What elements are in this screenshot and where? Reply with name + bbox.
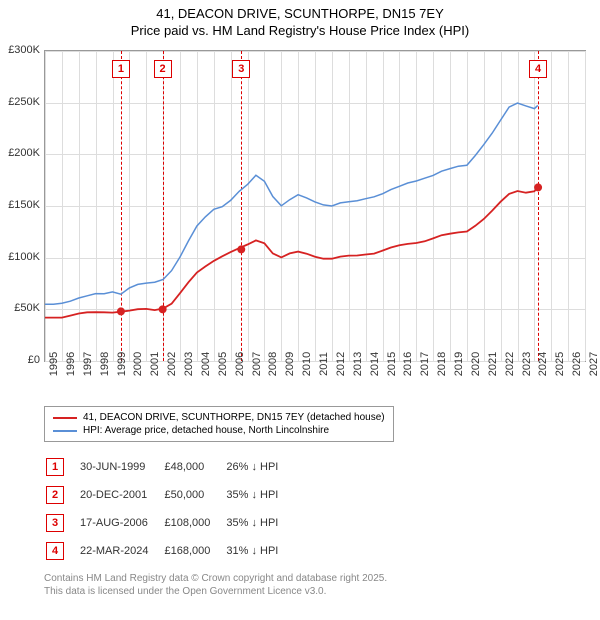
x-tick-label: 2023 [521,352,533,376]
y-tick-label: £150K [2,199,40,211]
event-price: £168,000 [164,538,224,564]
title-line1: 41, DEACON DRIVE, SCUNTHORPE, DN15 7EY [156,6,444,21]
event-marker-box: 3 [232,60,250,78]
y-tick-label: £100K [2,251,40,263]
legend-label: 41, DEACON DRIVE, SCUNTHORPE, DN15 7EY (… [83,412,385,423]
x-tick-label: 2024 [537,352,549,376]
event-marker-box: 2 [154,60,172,78]
x-tick-label: 2005 [217,352,229,376]
marker-point [534,183,542,191]
x-tick-label: 2002 [166,352,178,376]
event-price: £48,000 [164,454,224,480]
x-tick-label: 2014 [369,352,381,376]
gridline-v [585,51,586,361]
plot-svg [45,51,585,361]
event-price: £108,000 [164,510,224,536]
y-tick-label: £50K [2,302,40,314]
legend-row: 41, DEACON DRIVE, SCUNTHORPE, DN15 7EY (… [53,411,385,424]
x-tick-label: 2010 [301,352,313,376]
y-tick-label: £300K [2,44,40,56]
chart-container: 41, DEACON DRIVE, SCUNTHORPE, DN15 7EY P… [0,0,600,620]
y-tick-label: £250K [2,96,40,108]
x-tick-label: 2015 [386,352,398,376]
table-row: 2 20-DEC-2001£50,00035% ↓ HPI [46,482,292,508]
event-price: £50,000 [164,482,224,508]
event-num-box: 4 [46,542,64,560]
event-date: 20-DEC-2001 [80,482,162,508]
marker-point [117,307,125,315]
x-tick-label: 2000 [132,352,144,376]
marker-point [159,305,167,313]
event-diff: 35% ↓ HPI [226,510,292,536]
x-tick-label: 2016 [402,352,414,376]
event-diff: 26% ↓ HPI [226,454,292,480]
legend-row: HPI: Average price, detached house, Nort… [53,424,385,437]
event-num-box: 3 [46,514,64,532]
x-tick-label: 2026 [571,352,583,376]
x-tick-label: 1998 [99,352,111,376]
x-tick-label: 1995 [48,352,60,376]
series-hpi [45,103,538,304]
event-diff: 31% ↓ HPI [226,538,292,564]
x-tick-label: 2022 [504,352,516,376]
legend-swatch [53,430,77,432]
event-date: 17-AUG-2006 [80,510,162,536]
marker-point [237,245,245,253]
legend-label: HPI: Average price, detached house, Nort… [83,425,329,436]
x-tick-label: 2013 [352,352,364,376]
x-tick-label: 2004 [200,352,212,376]
x-tick-label: 2021 [487,352,499,376]
event-marker-box: 1 [112,60,130,78]
x-tick-label: 2019 [453,352,465,376]
x-tick-label: 2025 [554,352,566,376]
x-tick-label: 1999 [116,352,128,376]
table-row: 4 22-MAR-2024£168,00031% ↓ HPI [46,538,292,564]
event-num-box: 1 [46,458,64,476]
events-table: 1 30-JUN-1999£48,00026% ↓ HPI 2 20-DEC-2001… [44,452,294,566]
event-num-box: 2 [46,486,64,504]
plot-area [44,50,586,362]
legend: 41, DEACON DRIVE, SCUNTHORPE, DN15 7EY (… [44,406,394,442]
x-tick-label: 2012 [335,352,347,376]
x-tick-label: 2027 [588,352,600,376]
x-tick-label: 1996 [65,352,77,376]
x-tick-label: 2017 [419,352,431,376]
footer-text: Contains HM Land Registry data © Crown c… [44,572,387,598]
table-row: 3 17-AUG-2006£108,00035% ↓ HPI [46,510,292,536]
event-marker-box: 4 [529,60,547,78]
event-diff: 35% ↓ HPI [226,482,292,508]
series-price_paid [45,187,538,318]
table-row: 1 30-JUN-1999£48,00026% ↓ HPI [46,454,292,480]
x-tick-label: 1997 [82,352,94,376]
x-tick-label: 2006 [234,352,246,376]
footer-line2: This data is licensed under the Open Gov… [44,586,326,597]
x-tick-label: 2020 [470,352,482,376]
x-tick-label: 2018 [436,352,448,376]
x-tick-label: 2011 [318,352,330,376]
footer-line1: Contains HM Land Registry data © Crown c… [44,573,387,584]
event-date: 22-MAR-2024 [80,538,162,564]
x-tick-label: 2003 [183,352,195,376]
x-tick-label: 2001 [149,352,161,376]
x-tick-label: 2007 [251,352,263,376]
y-tick-label: £0 [2,354,40,366]
x-tick-label: 2008 [267,352,279,376]
legend-swatch [53,417,77,419]
x-tick-label: 2009 [284,352,296,376]
title-line2: Price paid vs. HM Land Registry's House … [131,23,469,38]
chart-title: 41, DEACON DRIVE, SCUNTHORPE, DN15 7EY P… [0,0,600,40]
event-date: 30-JUN-1999 [80,454,162,480]
y-tick-label: £200K [2,147,40,159]
